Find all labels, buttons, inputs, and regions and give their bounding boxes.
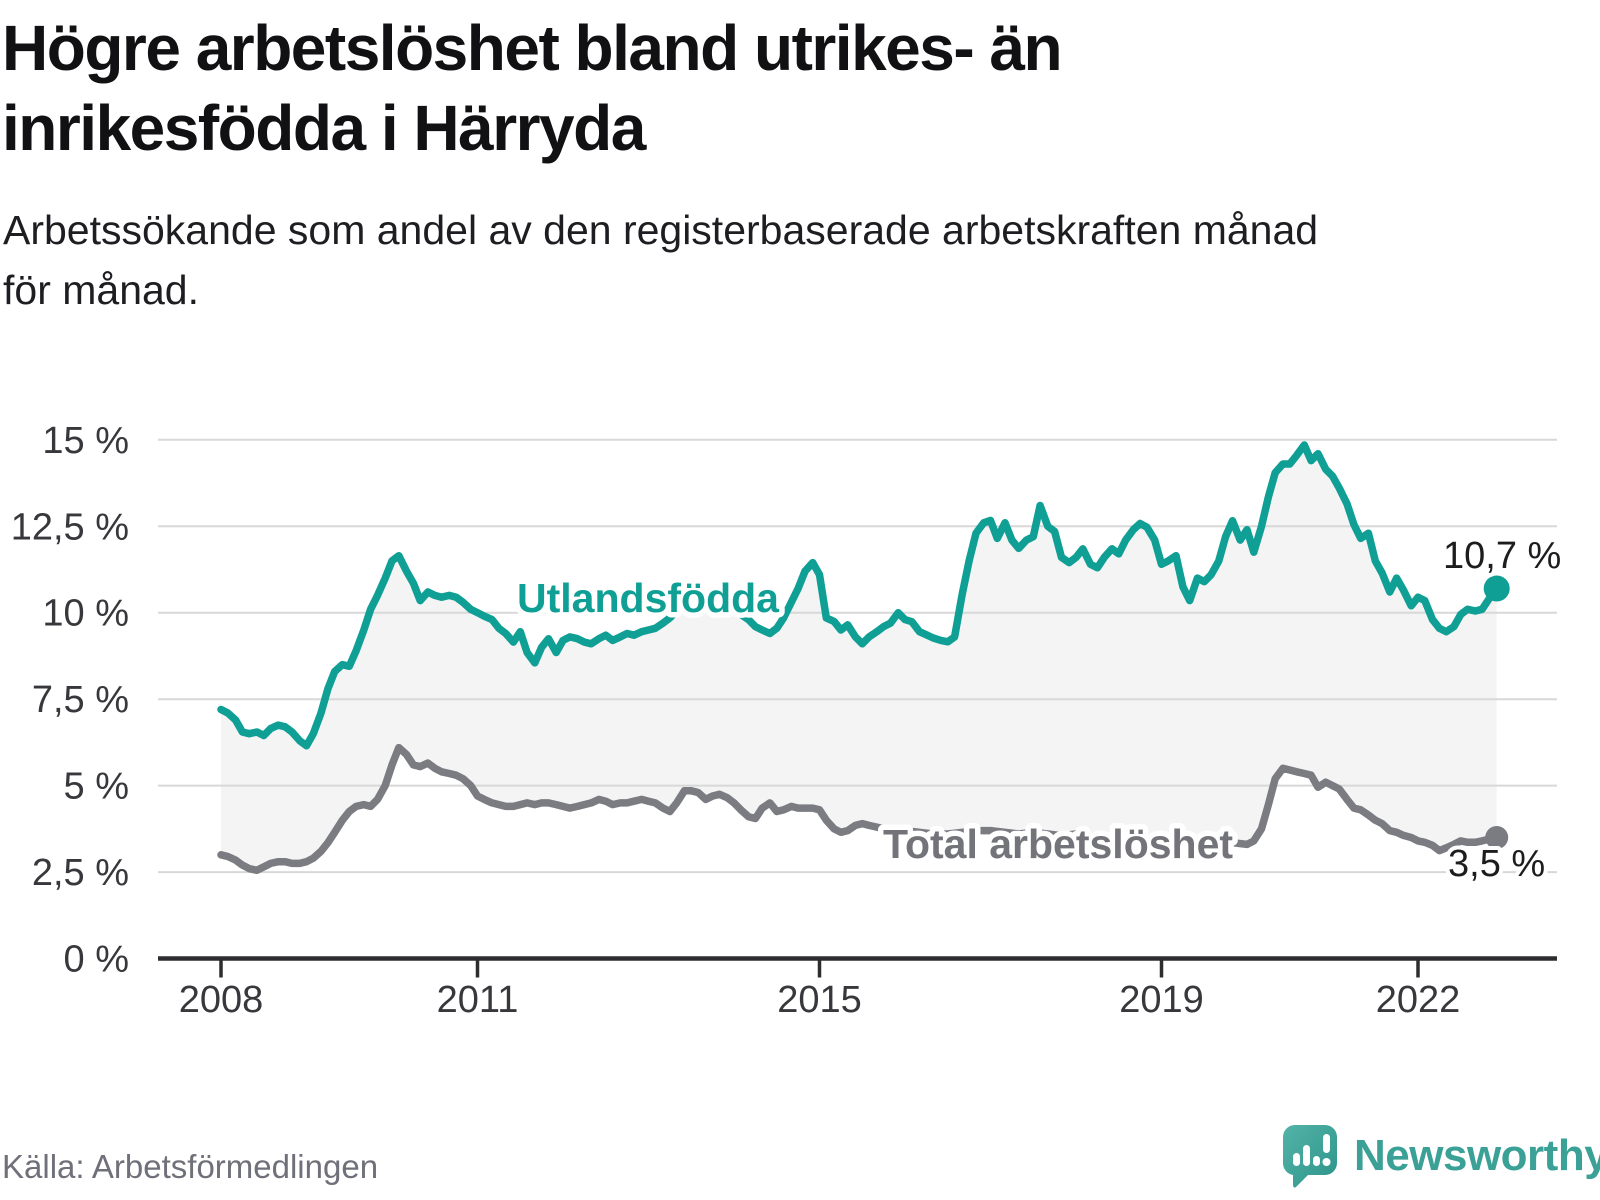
series-lines	[217, 441, 1501, 875]
logo-bar-icon	[1303, 1145, 1310, 1166]
x-axis-tick-label: 2011	[437, 979, 519, 1021]
chart-subtitle-line2: för månad.	[3, 267, 199, 313]
y-axis-tick-label: 15 %	[42, 420, 129, 462]
logo-bar-icon	[1293, 1153, 1300, 1166]
end-dot-total	[1485, 826, 1509, 849]
logo-bar-icon	[1313, 1156, 1320, 1166]
end-dot-utlandsfodda	[1483, 575, 1510, 602]
series-label-total-arbetsloshet: Total arbetslöshet	[883, 821, 1233, 867]
y-axis-tick-label: 5 %	[64, 766, 129, 808]
series-line-utlandsfodda	[217, 441, 1501, 750]
brand-logo-lockup: Newsworthy	[1282, 1124, 1600, 1188]
y-axis-tick-label: 2,5 %	[32, 852, 129, 894]
brand-wordmark: Newsworthy	[1354, 1131, 1600, 1180]
y-axis-tick-label: 12,5 %	[11, 506, 129, 548]
y-axis-tick-label: 10 %	[42, 593, 129, 635]
band-fill	[221, 445, 1497, 871]
page-title: Högre arbetslöshet bland utrikes- än inr…	[2, 8, 1562, 168]
page-title-line2: inrikesfödda i Härryda	[2, 92, 646, 164]
x-axis	[158, 956, 1557, 978]
y-axis-labels: 0 % 2,5 % 5 % 7,5 % 10 % 12,5 % 15 %	[11, 420, 129, 981]
series-end-dots	[1483, 575, 1510, 849]
series-line-total-arbetsloshet	[217, 743, 1501, 875]
logo-exclamation-dot	[1322, 1158, 1331, 1166]
chart-subtitle-line1: Arbetssökande som andel av den registerb…	[3, 207, 1319, 253]
x-axis-tick-label: 2008	[179, 979, 264, 1021]
series-label-utlandsfodda: Utlandsfödda	[517, 575, 780, 621]
y-axis-tick-label: 7,5 %	[32, 679, 129, 721]
band-fill-between-series	[221, 445, 1497, 871]
x-axis-tick-label: 2022	[1376, 979, 1461, 1021]
source-attribution: Källa: Arbetsförmedlingen	[2, 1148, 379, 1185]
logo-exclamation-icon	[1323, 1134, 1330, 1153]
y-axis-tick-label: 0 %	[64, 939, 129, 981]
chart-subtitle: Arbetssökande som andel av den registerb…	[3, 200, 1563, 320]
x-axis-tick-label: 2015	[777, 979, 862, 1021]
x-axis-labels: 2008 2011 2015 2019 2022	[179, 979, 1461, 1021]
newsworthy-logo-icon	[1282, 1125, 1337, 1188]
page-title-line1: Högre arbetslöshet bland utrikes- än	[2, 12, 1063, 84]
end-value-label-total: 3,5 %	[1448, 843, 1545, 885]
x-axis-tick-label: 2019	[1119, 979, 1204, 1021]
end-value-label-utlandsfodda: 10,7 %	[1443, 535, 1561, 577]
